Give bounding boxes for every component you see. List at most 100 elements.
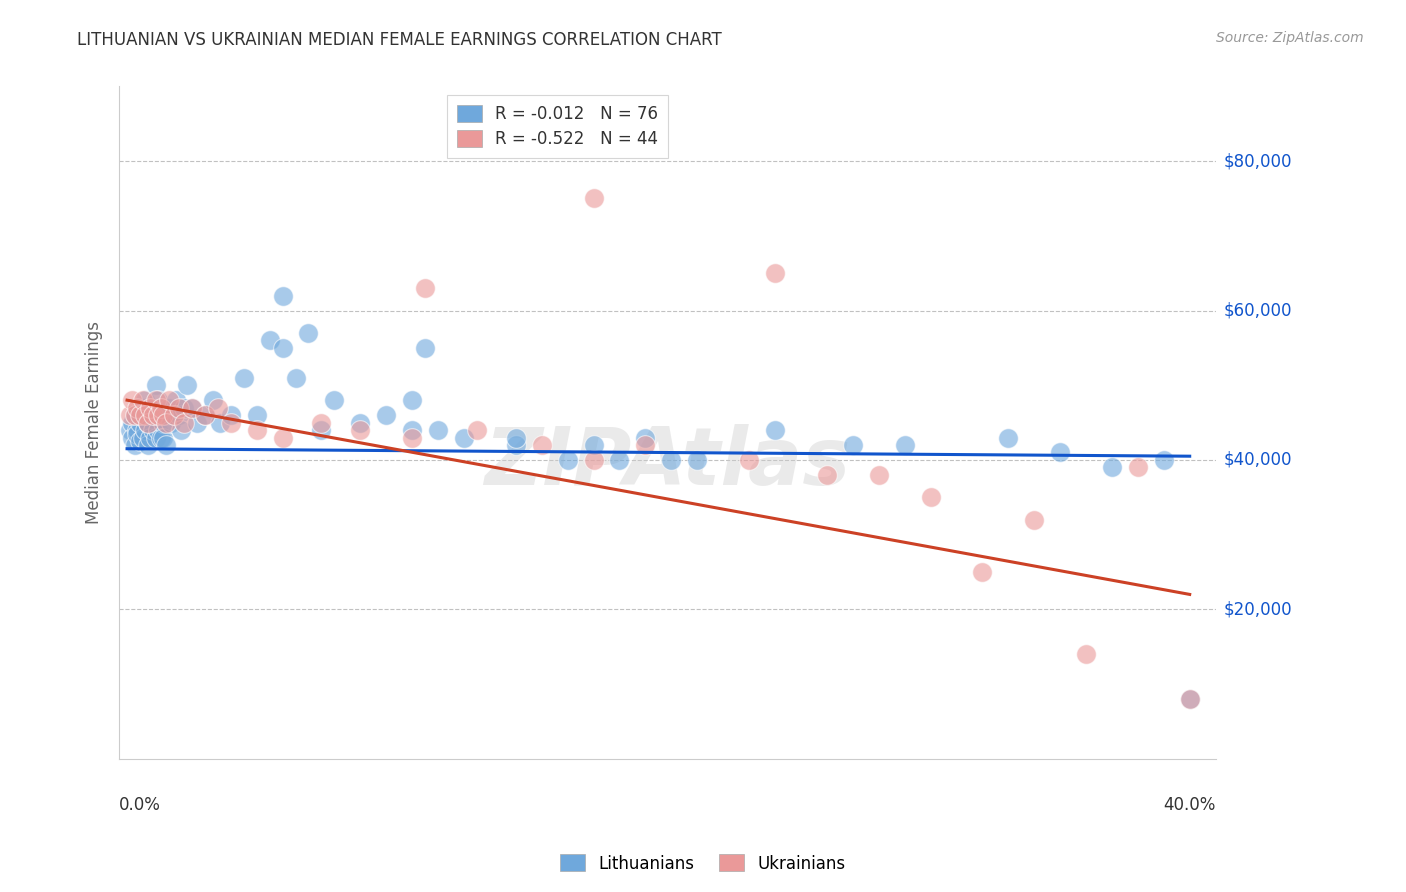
Point bbox=[136, 416, 159, 430]
Point bbox=[139, 401, 162, 415]
Point bbox=[142, 408, 165, 422]
Point bbox=[160, 416, 183, 430]
Point bbox=[131, 401, 153, 415]
Point bbox=[121, 416, 143, 430]
Text: $40,000: $40,000 bbox=[1225, 451, 1292, 469]
Point bbox=[173, 416, 195, 430]
Point bbox=[176, 378, 198, 392]
Point bbox=[582, 191, 605, 205]
Point bbox=[893, 438, 915, 452]
Point bbox=[505, 438, 527, 452]
Point bbox=[124, 408, 146, 422]
Point bbox=[127, 401, 149, 415]
Point bbox=[465, 423, 488, 437]
Point bbox=[1024, 513, 1046, 527]
Point bbox=[920, 490, 942, 504]
Text: Source: ZipAtlas.com: Source: ZipAtlas.com bbox=[1216, 31, 1364, 45]
Point bbox=[180, 401, 202, 415]
Point bbox=[145, 393, 167, 408]
Point bbox=[152, 430, 174, 444]
Point bbox=[134, 393, 156, 408]
Point bbox=[413, 281, 436, 295]
Point bbox=[134, 423, 156, 437]
Point bbox=[1126, 460, 1149, 475]
Point bbox=[173, 401, 195, 415]
Point bbox=[401, 430, 423, 444]
Point bbox=[557, 453, 579, 467]
Point bbox=[157, 393, 180, 408]
Point bbox=[146, 423, 169, 437]
Point bbox=[219, 408, 242, 422]
Legend: R = -0.012   N = 76, R = -0.522   N = 44: R = -0.012 N = 76, R = -0.522 N = 44 bbox=[447, 95, 668, 158]
Point bbox=[163, 408, 186, 422]
Point bbox=[149, 401, 172, 415]
Point bbox=[1178, 692, 1201, 706]
Point bbox=[129, 416, 152, 430]
Point bbox=[311, 423, 333, 437]
Text: 40.0%: 40.0% bbox=[1163, 796, 1216, 814]
Point bbox=[763, 266, 786, 280]
Point bbox=[207, 401, 229, 415]
Point bbox=[413, 341, 436, 355]
Point bbox=[311, 416, 333, 430]
Point bbox=[763, 423, 786, 437]
Point bbox=[815, 467, 838, 482]
Text: $20,000: $20,000 bbox=[1225, 600, 1292, 618]
Point bbox=[149, 401, 172, 415]
Point bbox=[139, 430, 162, 444]
Point bbox=[427, 423, 450, 437]
Point bbox=[686, 453, 709, 467]
Point bbox=[145, 430, 167, 444]
Text: $80,000: $80,000 bbox=[1225, 152, 1292, 170]
Point bbox=[297, 326, 319, 340]
Point bbox=[127, 423, 149, 437]
Point bbox=[145, 378, 167, 392]
Point bbox=[129, 408, 152, 422]
Point bbox=[157, 401, 180, 415]
Point bbox=[634, 438, 657, 452]
Point bbox=[124, 438, 146, 452]
Point bbox=[118, 408, 141, 422]
Point bbox=[142, 408, 165, 422]
Point bbox=[155, 408, 177, 422]
Point bbox=[152, 416, 174, 430]
Point bbox=[246, 423, 269, 437]
Point bbox=[1101, 460, 1123, 475]
Point bbox=[271, 430, 294, 444]
Point bbox=[349, 423, 371, 437]
Point bbox=[121, 393, 143, 408]
Point bbox=[219, 416, 242, 430]
Point bbox=[201, 393, 224, 408]
Point bbox=[375, 408, 398, 422]
Point bbox=[146, 408, 169, 422]
Point bbox=[194, 408, 217, 422]
Point bbox=[167, 408, 190, 422]
Point bbox=[246, 408, 269, 422]
Point bbox=[582, 453, 605, 467]
Point bbox=[209, 416, 232, 430]
Point bbox=[186, 416, 208, 430]
Point bbox=[165, 393, 187, 408]
Text: LITHUANIAN VS UKRAINIAN MEDIAN FEMALE EARNINGS CORRELATION CHART: LITHUANIAN VS UKRAINIAN MEDIAN FEMALE EA… bbox=[77, 31, 723, 49]
Y-axis label: Median Female Earnings: Median Female Earnings bbox=[86, 321, 103, 524]
Point bbox=[453, 430, 475, 444]
Text: $60,000: $60,000 bbox=[1225, 301, 1292, 319]
Point bbox=[134, 408, 156, 422]
Point bbox=[155, 416, 177, 430]
Point bbox=[1049, 445, 1071, 459]
Point bbox=[180, 401, 202, 415]
Point bbox=[163, 408, 186, 422]
Text: 0.0%: 0.0% bbox=[120, 796, 162, 814]
Point bbox=[142, 423, 165, 437]
Point bbox=[167, 401, 190, 415]
Point bbox=[136, 438, 159, 452]
Point bbox=[1178, 692, 1201, 706]
Point bbox=[155, 438, 177, 452]
Point bbox=[738, 453, 761, 467]
Point bbox=[609, 453, 631, 467]
Point bbox=[842, 438, 865, 452]
Point bbox=[401, 423, 423, 437]
Point bbox=[131, 393, 153, 408]
Point bbox=[1153, 453, 1175, 467]
Point bbox=[121, 430, 143, 444]
